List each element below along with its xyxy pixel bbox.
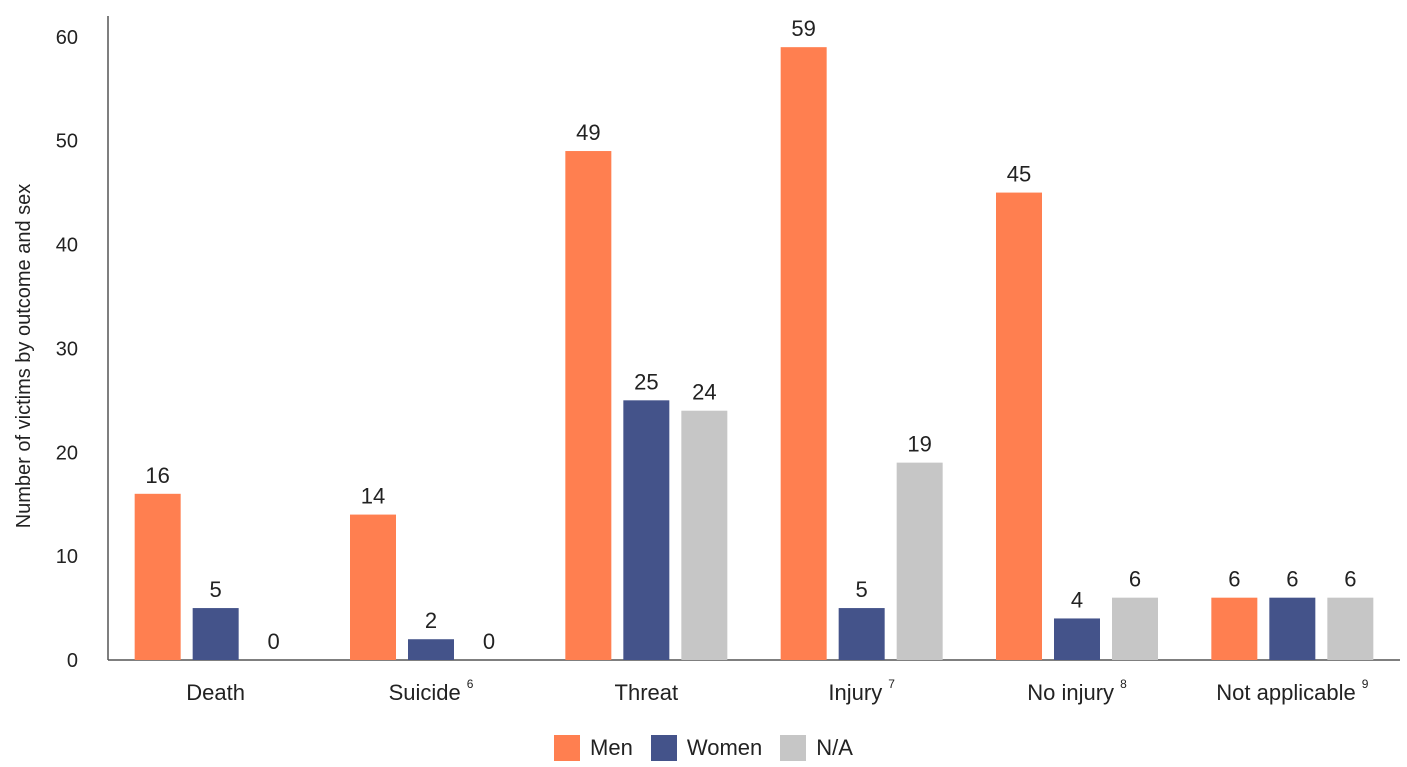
- x-category-label: Death: [186, 680, 245, 705]
- bar-men-4: [996, 192, 1042, 661]
- data-label: 2: [425, 608, 437, 633]
- data-label: 6: [1228, 567, 1240, 592]
- data-label: 16: [145, 463, 169, 488]
- y-tick-label: 0: [67, 650, 78, 672]
- bar-women-4: [1054, 618, 1100, 660]
- legend-label-na: N/A: [816, 735, 853, 760]
- data-label: 14: [361, 484, 385, 509]
- legend-label-women: Women: [686, 735, 763, 760]
- bar-men-2: [565, 151, 612, 660]
- bar-men-1: [350, 514, 396, 660]
- data-label: 6: [1344, 567, 1356, 592]
- x-category-label: Injury 7: [828, 677, 895, 705]
- legend-swatch-women: [650, 735, 677, 761]
- x-category-label: No injury 8: [1027, 677, 1127, 705]
- bar-women-2: [623, 400, 670, 660]
- y-tick-label: 50: [56, 131, 78, 153]
- data-label: 19: [907, 432, 931, 457]
- data-label: 49: [576, 120, 600, 145]
- bar-na-4: [1112, 597, 1158, 660]
- data-label: 5: [210, 577, 222, 602]
- bar-men-3: [780, 47, 827, 660]
- data-label: 0: [268, 629, 280, 654]
- bar-women-1: [408, 639, 454, 660]
- y-tick-label: 10: [56, 546, 78, 568]
- data-label: 59: [791, 16, 815, 41]
- x-category-label: Not applicable 9: [1216, 677, 1368, 705]
- bar-men-0: [134, 493, 181, 660]
- legend-item-women: Women: [650, 735, 763, 761]
- bar-women-3: [838, 608, 885, 660]
- data-label: 45: [1007, 162, 1031, 187]
- legend-label-men: Men: [590, 735, 633, 760]
- y-tick-label: 30: [56, 338, 78, 360]
- bar-na-2: [681, 410, 728, 660]
- data-label: 4: [1071, 587, 1083, 612]
- bar-women-0: [192, 608, 239, 660]
- y-axis-label: Number of victims by outcome and sex: [13, 184, 35, 529]
- x-category-label: Threat: [615, 680, 679, 705]
- legend: Men Women N/A: [0, 735, 1407, 761]
- data-label: 6: [1129, 567, 1141, 592]
- x-category-label: Suicide 6: [389, 677, 474, 705]
- bar-men-5: [1211, 597, 1258, 660]
- y-tick-label: 20: [56, 442, 78, 464]
- bar-na-3: [896, 462, 943, 660]
- data-label: 24: [692, 380, 716, 405]
- data-label: 0: [483, 629, 495, 654]
- y-tick-label: 60: [56, 27, 78, 49]
- legend-swatch-men: [554, 735, 581, 761]
- bar-na-5: [1327, 597, 1374, 660]
- data-label: 5: [856, 577, 868, 602]
- legend-swatch-na: [780, 735, 807, 761]
- data-label: 25: [634, 369, 658, 394]
- y-tick-label: 40: [56, 235, 78, 257]
- legend-item-na: N/A: [780, 735, 853, 761]
- data-label: 6: [1286, 567, 1298, 592]
- bar-women-5: [1269, 597, 1316, 660]
- legend-item-men: Men: [554, 735, 633, 761]
